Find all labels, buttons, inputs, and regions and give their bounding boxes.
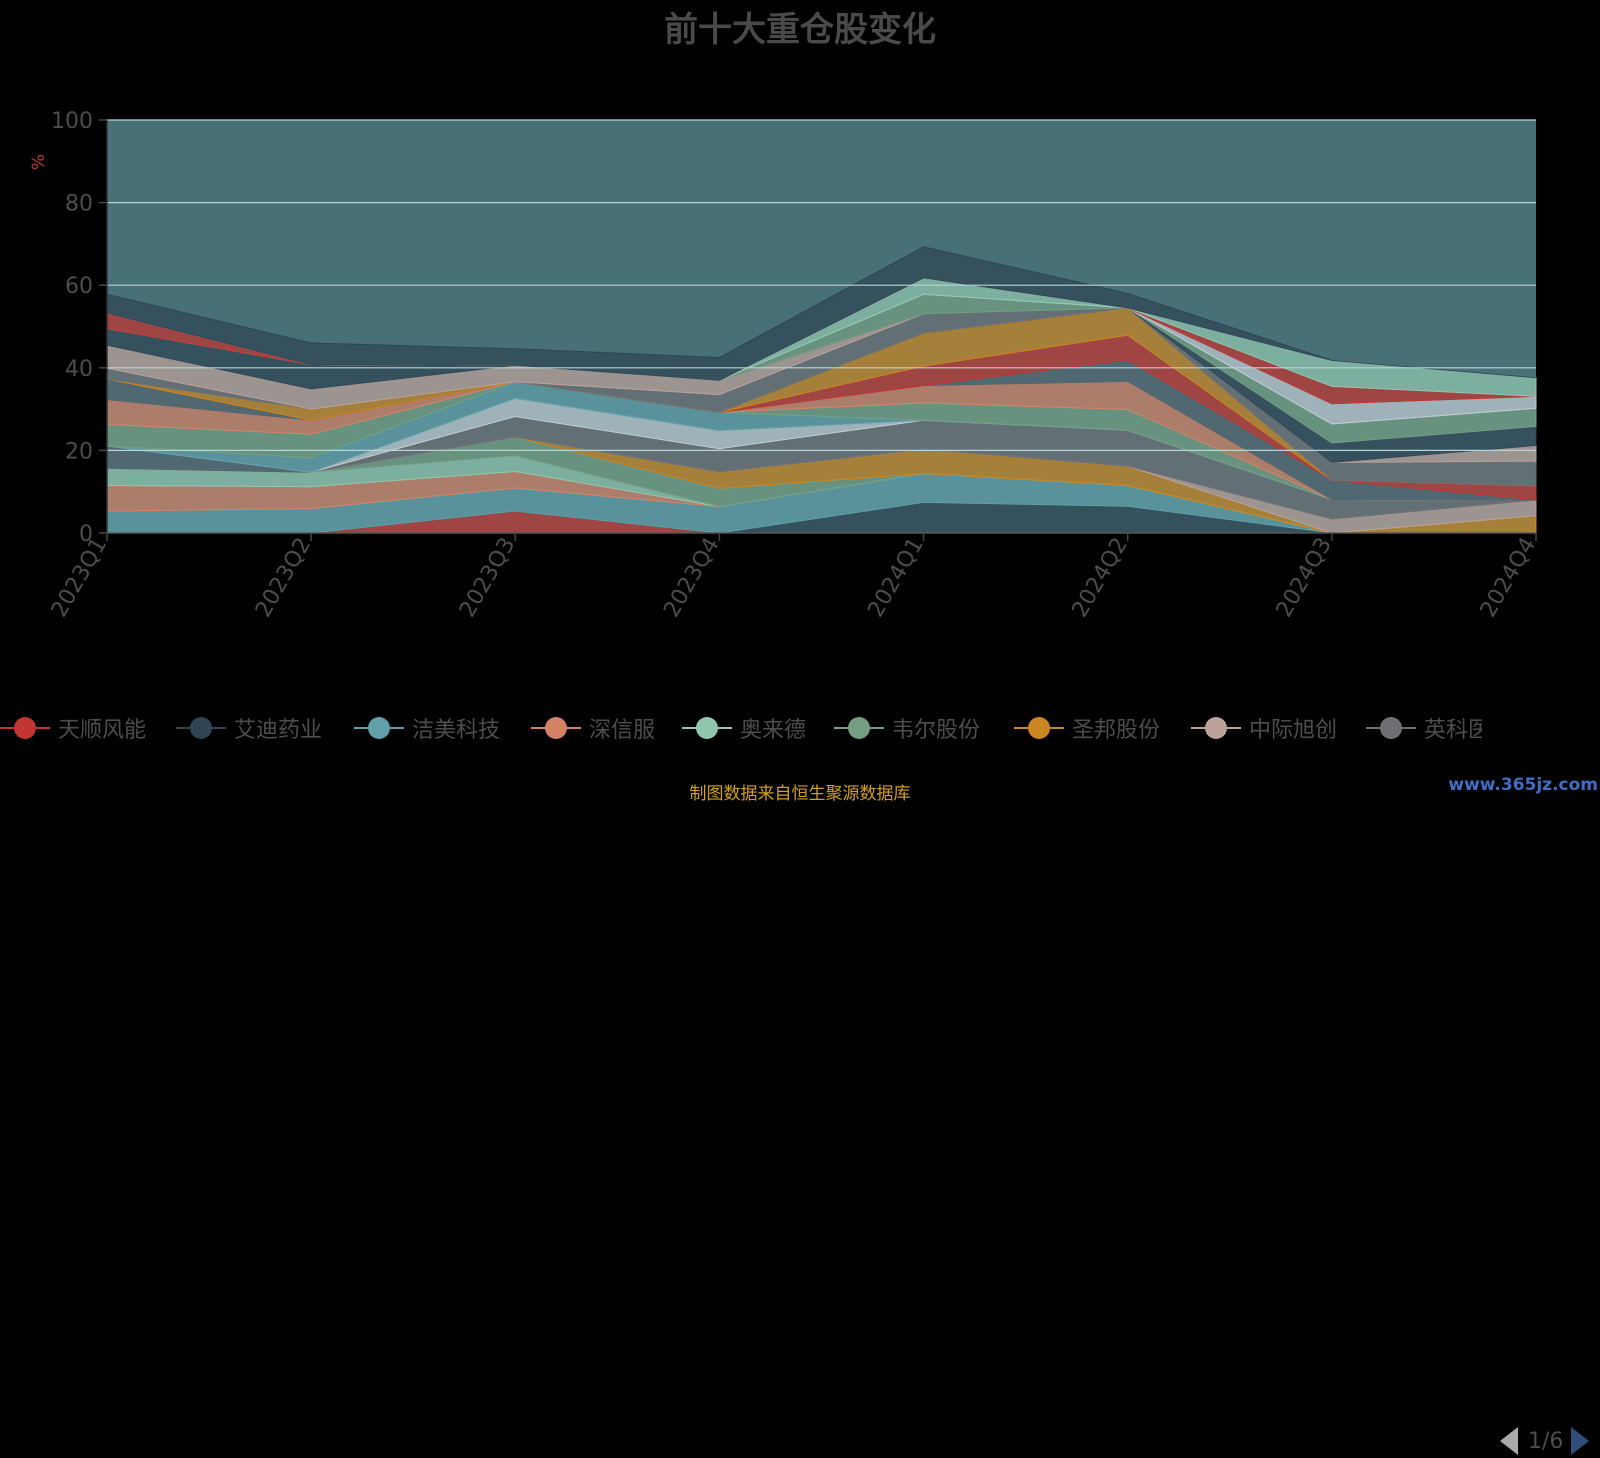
x-tick-label: 2024Q3 <box>1272 534 1337 622</box>
legend-items: 天顺风能 艾迪药业 洁美科技 深信服 奥来德 韦尔股份 圣邦股份 中际旭创 英科医疗 <box>0 710 1482 750</box>
series-area-unnamed-26 <box>106 246 1537 381</box>
y-tick-label: 100 <box>51 109 93 134</box>
legend-next-page-icon[interactable] <box>1571 1427 1590 1455</box>
legend-page-text: 1/6 <box>1528 1428 1564 1454</box>
y-tick-label: 60 <box>65 274 93 299</box>
legend-item[interactable]: 奥来德 <box>682 710 806 746</box>
grid-lines <box>107 119 1536 451</box>
legend-label: 天顺风能 <box>58 718 147 743</box>
legend-label: 深信服 <box>589 718 656 743</box>
data-source-note: 制图数据来自恒生聚源数据库 <box>689 784 911 804</box>
legend-marker-icon <box>1014 710 1064 746</box>
legend-item[interactable]: 中际旭创 <box>1191 710 1337 746</box>
legend-marker-icon <box>531 710 581 746</box>
x-tick-label: 2023Q2 <box>251 534 316 622</box>
x-tick-label: 2023Q4 <box>659 534 724 622</box>
x-tick-label: 2024Q1 <box>863 534 928 622</box>
legend-item[interactable]: 天顺风能 <box>0 710 146 746</box>
legend-marker-icon <box>354 710 404 746</box>
legend-item[interactable]: 艾迪药业 <box>176 710 322 746</box>
legend-label: 圣邦股份 <box>1072 718 1161 743</box>
legend-item[interactable]: 英科医疗 <box>1366 710 1482 746</box>
y-tick-label: 20 <box>65 439 93 464</box>
legend-item[interactable]: 深信服 <box>531 710 655 746</box>
legend-label: 洁美科技 <box>412 718 501 743</box>
y-axis-label: % <box>29 154 49 170</box>
legend-item[interactable]: 韦尔股份 <box>834 710 980 746</box>
legend-marker-icon <box>682 710 732 746</box>
watermark: www.365jz.com <box>1448 775 1598 795</box>
legend: 天顺风能 艾迪药业 洁美科技 深信服 奥来德 韦尔股份 圣邦股份 中际旭创 英科医疗 1/6 <box>0 710 1600 1455</box>
legend-label: 中际旭创 <box>1249 718 1338 743</box>
legend-label: 奥来德 <box>740 718 807 743</box>
legend-label: 英科医疗 <box>1424 718 1482 743</box>
legend-marker-icon <box>176 710 226 746</box>
legend-prev-page-icon[interactable] <box>1500 1427 1518 1455</box>
legend-pager: 1/6 <box>1500 1424 1600 1458</box>
series-areas <box>106 246 1537 534</box>
legend-item[interactable]: 洁美科技 <box>354 710 500 746</box>
legend-label: 韦尔股份 <box>892 718 981 743</box>
legend-label: 艾迪药业 <box>234 718 323 743</box>
y-tick-label: 40 <box>65 357 93 382</box>
legend-marker-icon <box>0 710 50 746</box>
x-tick-label: 2023Q3 <box>455 534 520 622</box>
chart-title: 前十大重仓股变化 <box>664 10 936 50</box>
legend-marker-icon <box>834 710 884 746</box>
legend-item[interactable]: 圣邦股份 <box>1014 710 1160 746</box>
y-tick-label: 0 <box>79 522 93 547</box>
y-tick-label: 80 <box>65 192 93 217</box>
legend-marker-icon <box>1191 710 1241 746</box>
x-tick-label: 2024Q4 <box>1476 534 1541 622</box>
x-tick-label: 2024Q2 <box>1068 534 1133 622</box>
legend-marker-icon <box>1366 710 1416 746</box>
